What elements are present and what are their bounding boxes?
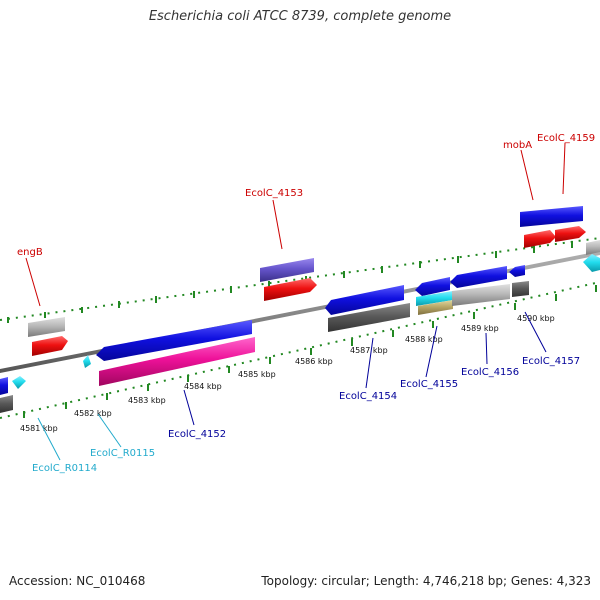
label-ecolc-r0115: EcolC_R0115 [90,448,155,459]
accession-text: Accession: NC_010468 [9,574,146,588]
trna-ecolc-r0115 [83,355,91,368]
trna-right [583,254,600,272]
label-moba: mobA [503,140,532,151]
tick-label: 4584 kbp [184,382,222,391]
gene-ecolc-4152 [96,320,252,361]
trna-left [12,376,26,389]
callout-lines [25,142,566,461]
tick-label: 4589 kbp [461,324,499,333]
tick-label: 4585 kbp [238,370,276,379]
upper-major-ticks [7,241,573,323]
gene-engb [32,336,68,356]
gene-engb-grey [28,317,65,337]
reverse-strand-features [0,240,600,413]
gene-right-grey [586,240,600,255]
tick-label: 4590 kbp [517,314,555,323]
label-ecolc-r0114: EcolC_R0114 [32,463,97,474]
tick-label: 4588 kbp [405,335,443,344]
map-title: Escherichia coli ATCC 8739, complete gen… [148,9,452,24]
gene-ecolc-4159 [555,226,586,242]
gene-blue-4156a [450,266,507,288]
gene-ecolc-4154-blue [325,285,404,315]
tick-label: 4582 kbp [74,409,112,418]
label-ecolc-4153: EcolC_4153 [245,188,303,199]
upper-guide-dots [0,237,600,323]
gene-ecolc-4154 [328,303,410,332]
gene-left-grey [0,395,13,413]
gene-labels: engB EcolC_4153 mobA EcolC_4159 EcolC_R0… [17,133,595,474]
label-engb: engB [17,247,43,258]
label-ecolc-4155: EcolC_4155 [400,379,458,390]
label-ecolc-4154: EcolC_4154 [339,391,397,402]
forward-strand-features [28,206,586,356]
gene-ecolc-4153 [264,278,317,301]
tick-label: 4587 kbp [350,346,388,355]
gene-ecolc-4155-cyan [416,291,453,306]
gene-blue-small [509,265,525,277]
gene-ecolc-4156 [452,284,510,306]
label-ecolc-4159: EcolC_4159 [537,133,595,144]
tick-label: 4586 kbp [295,357,333,366]
gene-blue-4155a [415,277,450,296]
tick-labels: 4581 kbp 4582 kbp 4583 kbp 4584 kbp 4585… [20,314,555,433]
label-ecolc-4152: EcolC_4152 [168,429,226,440]
rrna-ecolc-r0115 [99,337,255,386]
tick-label: 4581 kbp [20,424,58,433]
gene-moba-blue [520,206,583,227]
tick-label: 4583 kbp [128,396,166,405]
gene-ecolc-4153-purple [260,258,314,282]
genome-summary-text: Topology: circular; Length: 4,746,218 bp… [261,574,591,588]
gene-moba [524,230,556,248]
lower-major-ticks [23,285,597,418]
gene-ecolc-4155-olive [418,300,453,315]
label-ecolc-4157: EcolC_4157 [522,356,580,367]
gene-left-blue [0,377,8,395]
gene-ecolc-4157 [512,281,529,297]
lower-guide-dots [0,281,600,419]
label-ecolc-4156: EcolC_4156 [461,367,519,378]
